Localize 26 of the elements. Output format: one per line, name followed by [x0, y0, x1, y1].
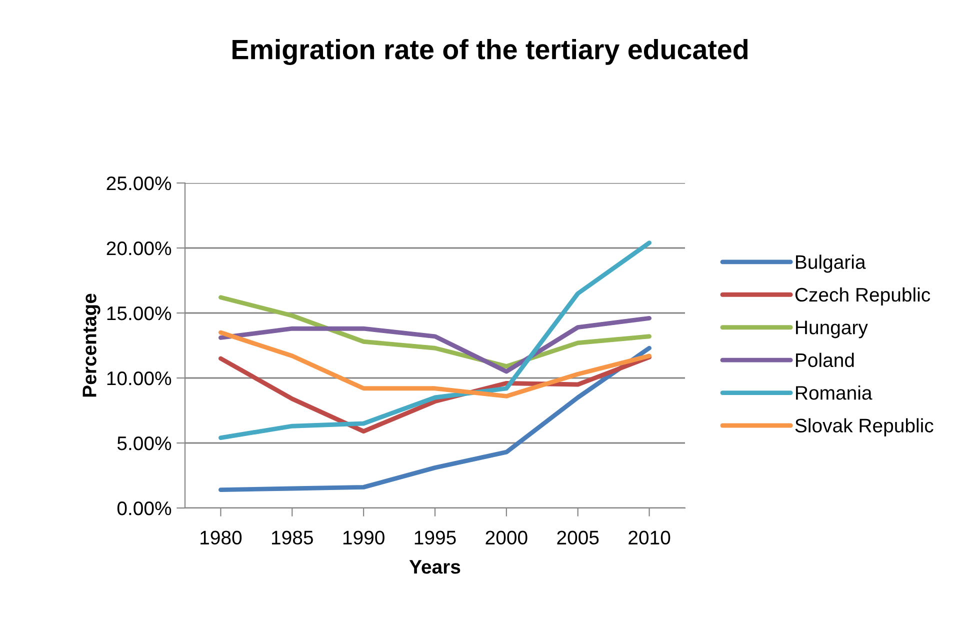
y-tick-label: 10.00% — [107, 371, 172, 386]
legend-label: Bulgaria — [796, 254, 866, 273]
x-tick-label: 1980 — [200, 530, 242, 545]
x-axis-title: Years — [409, 560, 460, 574]
x-tick-label: 2010 — [628, 530, 670, 545]
x-tick-label: 2000 — [486, 530, 528, 545]
y-tick-label: 5.00% — [117, 436, 172, 450]
legend-label: Hungary — [796, 320, 868, 338]
y-tick-label: 20.00% — [106, 241, 172, 256]
legend-label: Czech Republic — [795, 287, 930, 306]
x-tick-label: 1995 — [414, 530, 456, 545]
y-axis-title: Percentage — [82, 294, 100, 397]
legend-label: Poland — [796, 352, 854, 368]
line-series — [218, 316, 652, 374]
y-tick-label: 15.00% — [107, 306, 172, 320]
legend-label: Romania — [796, 386, 872, 400]
x-tick-label: 1990 — [343, 530, 384, 545]
legend-label: Slovak Republic — [795, 418, 934, 436]
x-tick-label: 1985 — [272, 530, 313, 545]
line-series — [218, 346, 652, 492]
y-tick-label: 25.00% — [106, 176, 172, 190]
y-tick-label: 0.00% — [117, 501, 172, 516]
chart-title: Emigration rate of the tertiary educated — [232, 38, 748, 66]
line-series — [218, 330, 652, 398]
x-tick-label: 2005 — [557, 530, 599, 545]
line-series — [218, 240, 652, 440]
